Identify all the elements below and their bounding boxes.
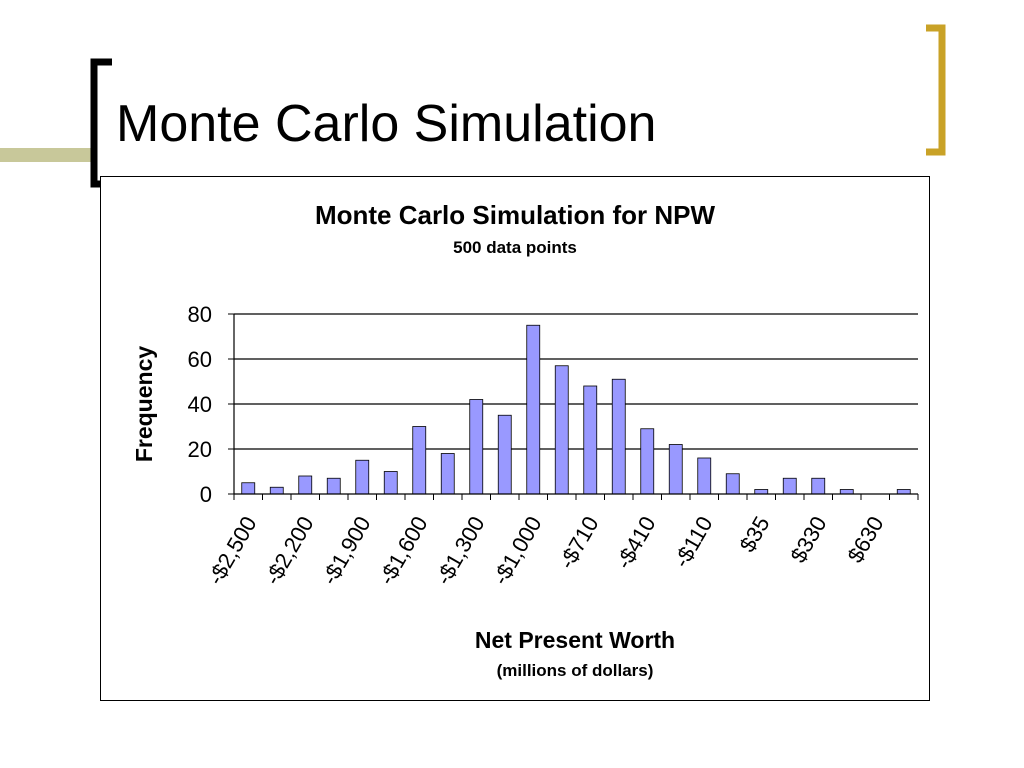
gridlines xyxy=(234,313,918,450)
y-tick-label: 0 xyxy=(200,482,212,507)
y-tick-label: 60 xyxy=(188,347,212,372)
histogram-bar xyxy=(355,459,370,495)
chart-title: Monte Carlo Simulation for NPW xyxy=(315,200,716,230)
title-accent-band xyxy=(0,148,94,162)
histogram-bar xyxy=(554,365,569,495)
histogram-bar xyxy=(896,489,911,495)
x-tick-label: -$1,000 xyxy=(488,512,547,589)
bar-series xyxy=(241,324,911,495)
x-tick-label: -$1,300 xyxy=(431,512,490,589)
histogram-bar xyxy=(839,489,854,495)
histogram-bar xyxy=(697,457,712,495)
slide-title: Monte Carlo Simulation xyxy=(116,95,657,153)
histogram-bar xyxy=(298,475,313,495)
x-tick-label: -$1,600 xyxy=(374,512,433,589)
right-bracket-icon xyxy=(926,24,946,156)
histogram-bar xyxy=(383,471,398,495)
y-tick-label: 80 xyxy=(188,302,212,327)
y-tick-label: 40 xyxy=(188,392,212,417)
histogram-bar xyxy=(811,477,826,495)
histogram-bar xyxy=(526,324,541,495)
y-tick-label: 20 xyxy=(188,437,212,462)
y-axis-label: Frequency xyxy=(131,346,157,463)
histogram-bar xyxy=(241,482,256,495)
x-tick-label: $35 xyxy=(735,512,775,556)
x-tick-label: -$2,500 xyxy=(203,512,262,589)
x-tick-label: -$410 xyxy=(611,512,661,573)
histogram-bar xyxy=(497,414,512,495)
y-axis-ticks: 0 20 40 60 80 xyxy=(188,302,234,507)
x-axis-label: Net Present Worth xyxy=(475,627,675,653)
x-tick-label: -$710 xyxy=(554,512,604,573)
x-tick-label: $330 xyxy=(785,512,831,567)
histogram-bar xyxy=(440,453,455,495)
x-tick-label: -$2,200 xyxy=(260,512,319,589)
x-axis-sublabel: (millions of dollars) xyxy=(497,661,654,680)
chart-subtitle: 500 data points xyxy=(453,238,577,257)
histogram-bar xyxy=(269,486,284,495)
histogram-bar xyxy=(611,378,626,495)
histogram-bar xyxy=(583,385,598,495)
histogram-bar xyxy=(782,477,797,495)
chart-frame xyxy=(100,176,930,701)
histogram-bar xyxy=(326,477,341,495)
x-tick-label: $630 xyxy=(842,512,888,567)
histogram-bar xyxy=(754,489,769,495)
histogram-bar xyxy=(725,473,740,495)
histogram-bar xyxy=(668,444,683,495)
histogram-bar xyxy=(469,399,484,495)
histogram-bar xyxy=(640,428,655,495)
x-tick-label: -$1,900 xyxy=(317,512,376,589)
x-axis-ticks: -$2,500-$2,200-$1,900-$1,600-$1,300-$1,0… xyxy=(203,494,919,589)
x-tick-label: -$110 xyxy=(669,512,718,572)
histogram-bar xyxy=(412,426,427,495)
